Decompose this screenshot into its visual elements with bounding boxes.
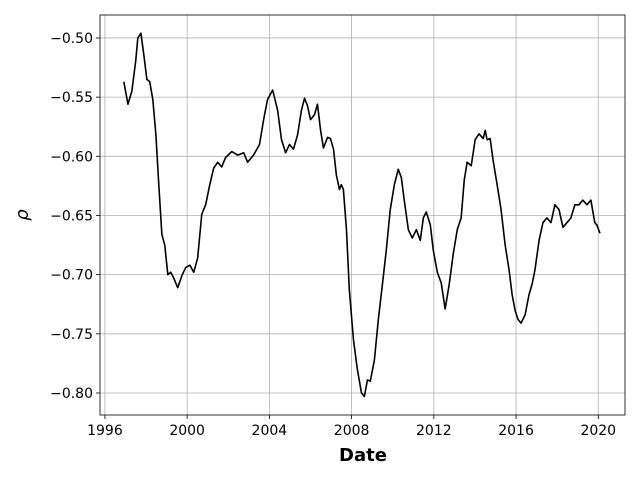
y-tick-label: −0.80 [50, 386, 93, 402]
x-tick-label: 2020 [580, 423, 616, 439]
y-tick-label: −0.50 [50, 31, 93, 47]
line-series [123, 32, 601, 398]
y-tick-label: −0.70 [50, 268, 93, 284]
x-tick-label: 2008 [334, 423, 370, 439]
x-tick-label: 2016 [498, 423, 534, 439]
x-tick-label: 2012 [416, 423, 452, 439]
y-tick-label: −0.75 [50, 327, 93, 343]
y-tick-label: −0.60 [50, 149, 93, 165]
x-tick-label: 2000 [169, 423, 205, 439]
x-tick-label: 2004 [252, 423, 288, 439]
x-axis-label: Date [339, 445, 387, 466]
plot-frame [99, 14, 626, 416]
y-tick-label: −0.65 [50, 208, 93, 224]
x-tick-label: 1996 [87, 423, 123, 439]
y-axis-label: ρ [12, 209, 33, 221]
y-tick-label: −0.55 [50, 90, 93, 106]
